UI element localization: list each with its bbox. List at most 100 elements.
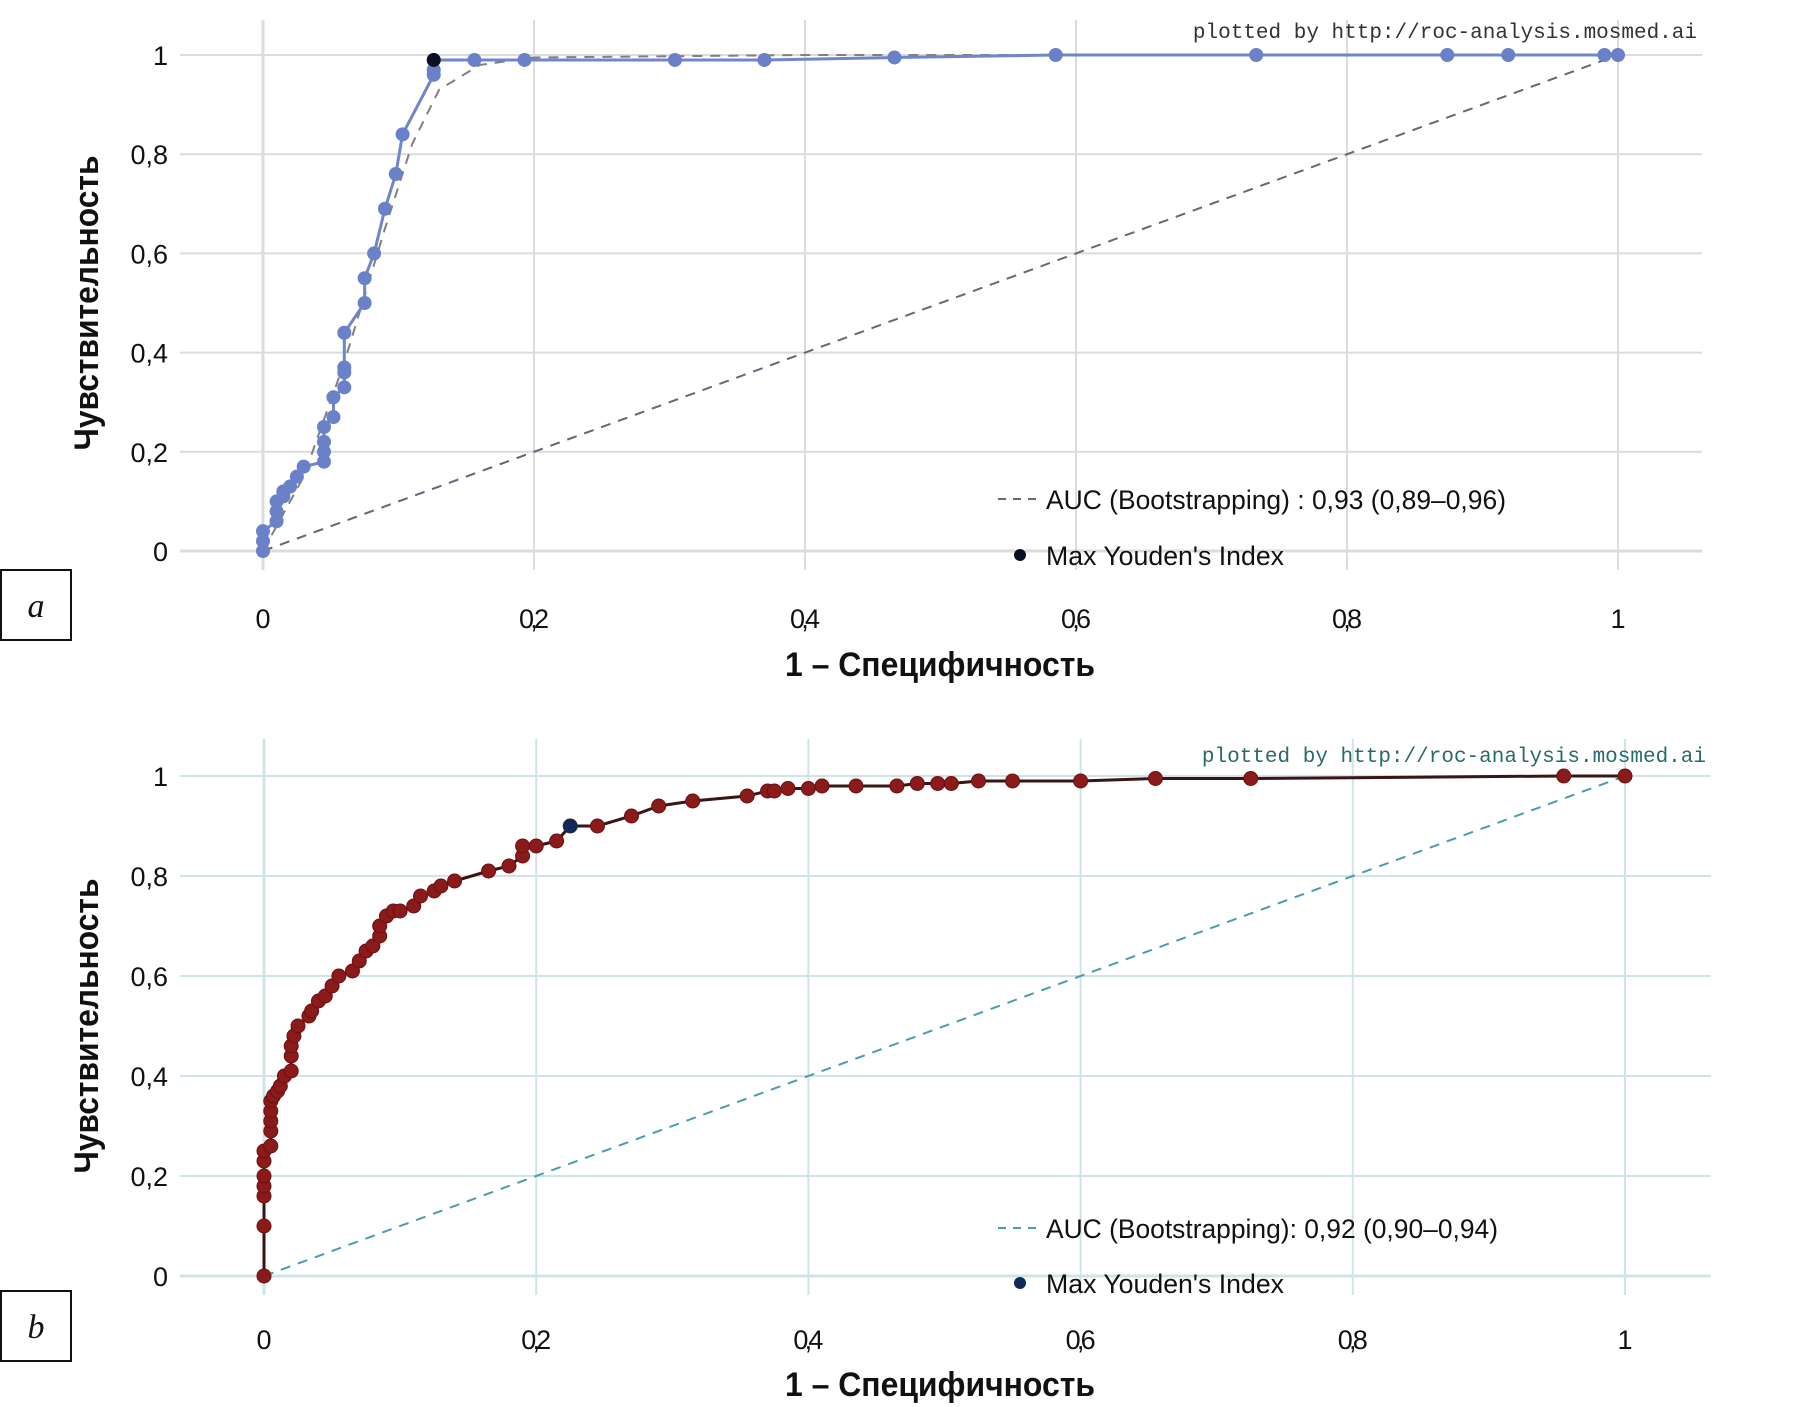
roc-point [316,434,331,449]
youden-point [563,819,578,833]
y-tick-label: 0 [153,537,168,567]
roc-point [549,833,565,849]
x-tick-label: 0,6 [1066,1325,1096,1355]
roc-point [1005,773,1021,789]
roc-point [1611,48,1625,62]
roc-point [1073,773,1089,789]
roc-point [337,360,352,375]
roc-point [388,167,403,182]
panel-label: b [28,1309,45,1346]
roc-point [357,296,372,310]
roc-point [256,544,270,558]
roc-point [256,524,270,539]
y-tick-label: 0,2 [130,438,168,468]
roc-point [1243,771,1259,786]
roc-point [337,325,352,340]
roc-point [256,534,270,549]
roc-point [848,778,864,794]
roc-point [256,1218,272,1234]
panel-label-box [0,1290,72,1362]
roc-point [1556,768,1572,784]
x-tick-label: 0,4 [793,1325,823,1355]
y-tick-label: 0,6 [130,962,168,992]
y-axis-title: Чувствительность [68,879,106,1174]
x-axis-title: 1 – Специфичность [785,1366,1095,1404]
roc-point [316,420,331,434]
roc-point [413,888,429,904]
roc-point [1048,48,1063,62]
x-tick-label: 0,4 [790,604,820,634]
legend-dot-icon [1014,549,1026,561]
roc-point [269,504,284,519]
panel-label-box [0,569,72,641]
legend-youden-label: Max Youden's Index [1046,541,1284,571]
roc-point [515,838,531,854]
roc-point [283,479,298,494]
roc-point [930,776,946,791]
y-tick-label: 0,8 [130,862,168,892]
roc-point [467,52,482,67]
y-tick-label: 0,2 [130,1162,168,1192]
roc-point [289,469,304,484]
roc-point [269,514,284,529]
legend-auc-label: AUC (Bootstrapping) : 0,93 (0,89–0,96) [1046,485,1506,515]
roc-point [1597,48,1612,62]
roc-point [296,459,311,474]
y-tick-label: 0,6 [130,239,168,269]
roc-point [426,62,441,77]
y-tick-label: 0,8 [130,140,168,170]
roc-point [766,783,782,799]
panel-label: a [28,588,45,625]
roc-point [395,127,410,142]
credit-text: plotted by http://roc-analysis.mosmed.ai [1202,746,1706,769]
roc-point [326,390,341,405]
smoothed-roc-curve [262,54,1618,552]
roc-point [367,246,382,261]
roc-point [887,50,902,65]
y-tick-label: 1 [153,762,168,792]
roc-point [1440,48,1455,62]
roc-point [1147,771,1163,786]
x-tick-label: 0,2 [519,604,549,634]
roc-point [589,818,605,834]
roc-point [685,793,701,809]
x-tick-label: 0 [255,604,270,634]
roc-point [316,444,331,459]
roc-point [501,858,517,874]
roc-point [800,781,816,796]
x-axis-title: 1 – Специфичность [785,646,1095,684]
roc-point [909,776,925,791]
roc-point [623,808,639,824]
y-axis-title: Чувствительность [68,156,106,451]
roc-point [283,1063,299,1079]
roc-point [971,773,987,789]
chance-diagonal-line [263,775,1626,1277]
roc-point [326,410,341,425]
legend-dot-icon [1014,1277,1026,1289]
roc-point [651,798,667,814]
x-tick-label: 1 [1610,604,1625,634]
roc-point [433,878,449,894]
roc-point [757,52,772,67]
roc-point [780,781,796,796]
roc-point [739,788,755,804]
y-tick-label: 0 [153,1262,168,1292]
x-tick-label: 0,8 [1332,604,1362,634]
roc-point [316,454,331,469]
roc-point [256,1168,272,1184]
roc-point [290,1018,306,1034]
roc-point [1249,48,1264,62]
roc-point [528,838,544,854]
roc-point [1501,48,1516,62]
roc-point [1617,768,1633,784]
x-tick-label: 0,2 [521,1325,551,1355]
y-tick-label: 0,4 [130,1062,168,1092]
chance-diagonal-line [262,54,1619,552]
legend-youden-label: Max Youden's Index [1046,1269,1284,1299]
roc-point [481,863,497,879]
roc-point [256,1268,272,1284]
x-tick-label: 0,6 [1061,604,1091,634]
roc-point [377,201,392,216]
y-tick-label: 1 [153,41,168,71]
